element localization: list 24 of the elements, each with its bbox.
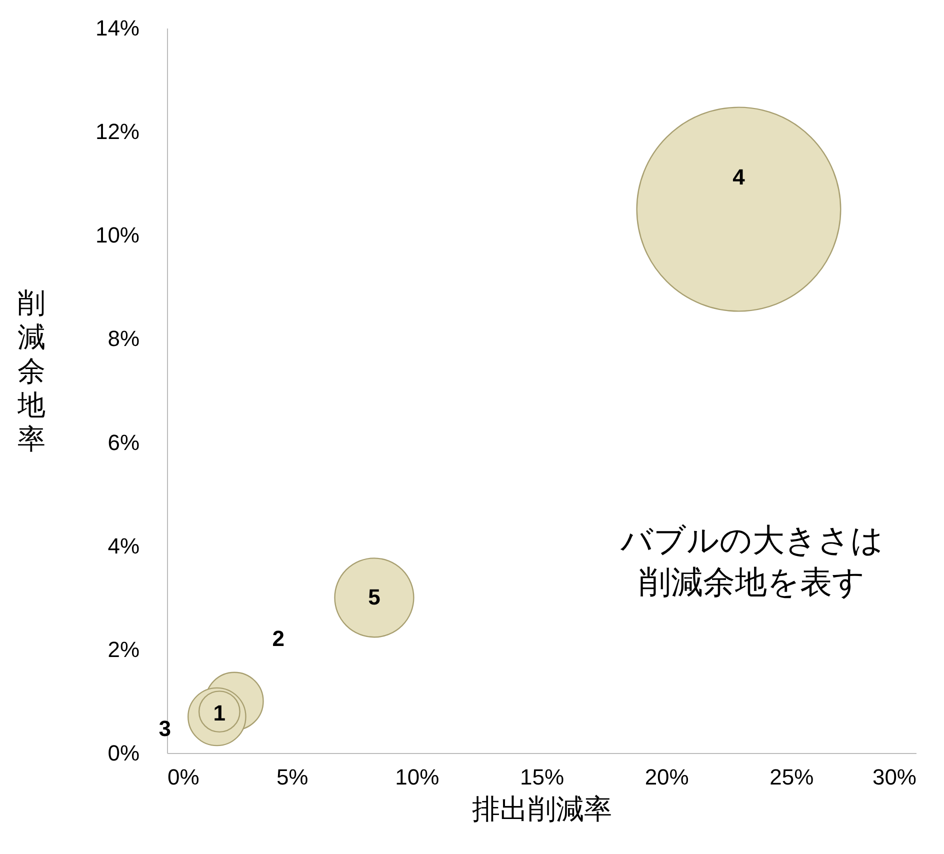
annotation: 2 <box>272 626 285 652</box>
y-tick-label: 10% <box>95 222 140 248</box>
x-tick-label: 30% <box>872 764 916 790</box>
annotation: 4 <box>732 164 746 190</box>
y-tick-label: 0% <box>108 740 140 766</box>
x-tick-label: 20% <box>644 764 689 790</box>
annotation: バブルの大きさは <box>620 522 884 558</box>
y-tick-label: 4% <box>108 533 140 558</box>
y-tick-label: 2% <box>108 636 140 662</box>
y-tick-label: 6% <box>108 430 140 455</box>
x-axis-title: 排出削減率 <box>472 794 612 824</box>
annotation: 1 <box>213 700 226 726</box>
y-tick-label: 12% <box>95 119 140 144</box>
annotation: 5 <box>368 584 380 610</box>
x-tick-label: 0% <box>168 764 200 790</box>
y-tick-label: 8% <box>108 326 140 352</box>
annotation: 削減余地を表す <box>639 564 865 600</box>
x-tick-label: 15% <box>520 764 564 790</box>
y-axis-title: 削減余地率 <box>16 288 46 454</box>
x-tick-label: 10% <box>395 764 440 790</box>
annotation: 3 <box>158 716 172 741</box>
y-tick-label: 14% <box>95 16 140 40</box>
x-tick-label: 5% <box>276 764 308 790</box>
x-tick-label: 25% <box>770 764 814 790</box>
